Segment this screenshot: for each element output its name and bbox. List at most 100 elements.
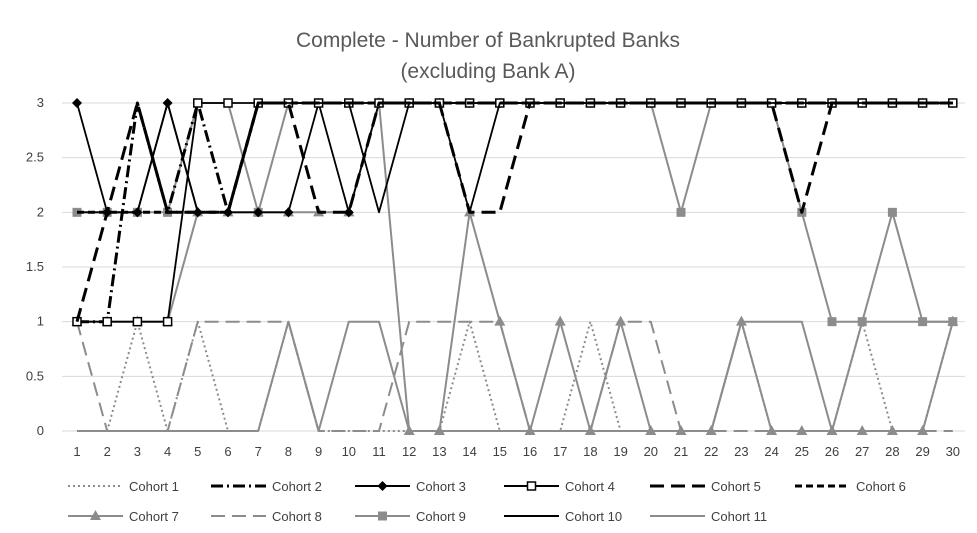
series-cohort-7 <box>71 97 959 435</box>
x-tick-label: 5 <box>194 444 201 459</box>
y-axis-ticks: 0 0.5 1 1.5 2 2.5 3 <box>26 95 44 438</box>
series-line <box>76 320 953 432</box>
y-tick-label: 1 <box>37 314 44 329</box>
series-cohort-8 <box>76 320 953 432</box>
data-point <box>162 316 173 327</box>
series-lines <box>71 97 959 435</box>
x-tick-label: 21 <box>674 444 688 459</box>
legend-item: Cohort 1 <box>68 479 179 494</box>
legend: Cohort 1 Cohort 2 Cohort 3 Cohort 4 Cohort 5… <box>68 479 906 524</box>
data-point <box>102 316 112 327</box>
chart-subtitle: (excluding Bank A) <box>400 60 575 83</box>
data-point <box>526 481 537 491</box>
series-cohort-11 <box>77 320 953 432</box>
x-tick-label: 12 <box>402 444 416 459</box>
legend-item: Cohort 9 <box>355 509 466 524</box>
legend-label: Cohort 1 <box>129 479 179 494</box>
series-cohort-5 <box>75 101 953 323</box>
legend-label: Cohort 9 <box>416 509 466 524</box>
data-point <box>615 315 627 326</box>
legend-item: Cohort 3 <box>355 479 466 494</box>
data-point <box>132 316 143 327</box>
legend-item: Cohort 7 <box>68 509 179 524</box>
x-tick-label: 20 <box>644 444 658 459</box>
x-tick-label: 9 <box>315 444 322 459</box>
y-tick-label: 1.5 <box>26 259 44 274</box>
x-tick-label: 13 <box>432 444 446 459</box>
data-point <box>766 425 778 435</box>
series-line <box>77 102 953 214</box>
data-point <box>735 315 747 326</box>
x-tick-label: 23 <box>734 444 748 459</box>
legend-item: Cohort 11 <box>650 509 767 524</box>
data-point <box>193 98 203 108</box>
data-point <box>887 207 897 217</box>
series-line <box>77 101 953 324</box>
legend-label: Cohort 4 <box>565 479 615 494</box>
x-tick-label: 27 <box>855 444 869 459</box>
y-tick-label: 0 <box>37 423 44 438</box>
x-tick-label: 10 <box>342 444 356 459</box>
legend-item: Cohort 8 <box>211 509 322 524</box>
legend-item: Cohort 2 <box>211 479 322 494</box>
x-tick-label: 14 <box>462 444 476 459</box>
series-cohort-2 <box>77 101 953 324</box>
data-point <box>554 315 566 326</box>
x-tick-label: 16 <box>523 444 537 459</box>
data-point <box>378 511 387 521</box>
legend-label: Cohort 5 <box>711 479 761 494</box>
x-tick-label: 28 <box>885 444 899 459</box>
data-point <box>253 207 264 218</box>
chart-title: Complete - Number of Bankrupted Banks <box>296 29 680 52</box>
x-tick-label: 22 <box>704 444 718 459</box>
legend-item: Cohort 4 <box>504 479 615 494</box>
data-point <box>827 317 837 327</box>
legend-item: Cohort 10 <box>504 509 622 524</box>
x-tick-label: 25 <box>795 444 809 459</box>
data-point <box>494 315 506 326</box>
x-tick-label: 15 <box>493 444 507 459</box>
legend-item: Cohort 5 <box>650 479 761 494</box>
x-tick-label: 18 <box>583 444 597 459</box>
legend-label: Cohort 6 <box>856 479 906 494</box>
x-tick-label: 26 <box>825 444 839 459</box>
x-tick-label: 1 <box>73 444 80 459</box>
data-point <box>283 207 294 218</box>
data-point <box>90 510 101 520</box>
legend-label: Cohort 11 <box>711 509 767 524</box>
data-point <box>377 481 388 491</box>
legend-label: Cohort 3 <box>416 479 466 494</box>
x-tick-label: 8 <box>285 444 292 459</box>
y-tick-label: 3 <box>37 95 44 110</box>
x-tick-label: 17 <box>553 444 567 459</box>
legend-label: Cohort 7 <box>129 509 179 524</box>
gridlines <box>62 102 965 432</box>
x-tick-label: 3 <box>134 444 141 459</box>
x-tick-label: 4 <box>164 444 171 459</box>
x-tick-label: 19 <box>613 444 627 459</box>
y-tick-label: 0.5 <box>26 368 44 383</box>
x-tick-label: 30 <box>946 444 960 459</box>
legend-item: Cohort 6 <box>795 479 906 494</box>
data-point <box>917 425 929 435</box>
x-tick-label: 2 <box>104 444 111 459</box>
x-tick-label: 6 <box>224 444 231 459</box>
series-cohort-10 <box>77 102 953 214</box>
legend-label: Cohort 2 <box>272 479 322 494</box>
series-line <box>75 101 953 323</box>
series-line <box>77 320 953 432</box>
x-tick-label: 24 <box>764 444 778 459</box>
x-tick-label: 11 <box>372 444 386 459</box>
legend-label: Cohort 10 <box>565 509 622 524</box>
data-point <box>72 98 82 108</box>
data-point <box>223 98 233 108</box>
x-tick-label: 7 <box>255 444 262 459</box>
data-point <box>343 207 354 218</box>
x-tick-label: 29 <box>915 444 929 459</box>
legend-label: Cohort 8 <box>272 509 322 524</box>
y-tick-label: 2.5 <box>26 150 44 165</box>
x-axis-ticks: 1 2 3 4 5 6 7 8 9 10 11 12 13 14 15 16 17 18 19 20 21 22 23 24 2… <box>73 444 960 459</box>
data-point <box>676 207 686 217</box>
